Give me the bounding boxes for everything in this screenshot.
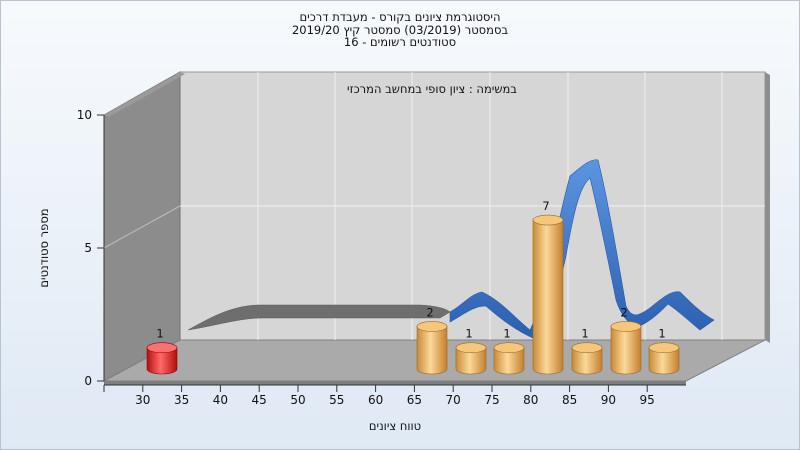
bar	[532, 214, 564, 375]
bar-body	[532, 219, 564, 375]
y-tick-label: 5	[84, 241, 92, 255]
x-tick-label: 45	[252, 393, 267, 407]
frequency-curve-flat	[187, 304, 451, 331]
bar-value-label: 1	[581, 327, 588, 341]
bar-top	[455, 342, 487, 354]
y-tick-label: 0	[84, 374, 92, 388]
x-ticks: 30 35 40 45 50 55 60 65 70 75 80 85 90 95	[103, 385, 655, 407]
bar	[146, 342, 178, 375]
x-tick-label: 70	[446, 393, 461, 407]
x-tick-label: 80	[523, 393, 538, 407]
bars	[146, 214, 680, 375]
bar-value-label: 1	[503, 327, 510, 341]
x-tick-label: 55	[329, 393, 344, 407]
x-tick-label: 30	[135, 393, 150, 407]
x-tick-label: 40	[213, 393, 228, 407]
bar-body	[416, 326, 448, 375]
bar-top	[648, 342, 680, 354]
x-tick-label: 85	[562, 393, 577, 407]
x-tick-label: 90	[601, 393, 616, 407]
bar-top	[610, 321, 642, 332]
bar-body	[493, 347, 525, 375]
bar-value-label: 1	[658, 327, 665, 341]
gridline-side	[103, 205, 181, 249]
bar	[416, 321, 448, 375]
y-ticks: 0 5 10	[77, 108, 104, 388]
bar-top	[146, 342, 178, 354]
bar-top	[571, 342, 603, 354]
title-line-2: בסמסטר (03/2019) סמסטר קיץ 2019/20	[291, 22, 509, 37]
x-tick-label: 65	[407, 393, 422, 407]
bar-value-label: 1	[465, 327, 472, 341]
x-tick-label: 50	[290, 393, 305, 407]
bar	[610, 321, 642, 375]
x-tick-label: 35	[174, 393, 189, 407]
chart-title: היסטוגרמת ציונים בקורס - מעבדת דרכים בסמ…	[0, 11, 800, 49]
floor-front-edge	[104, 381, 686, 385]
y-tick-label: 10	[77, 108, 92, 122]
back-wall-right-edge	[765, 72, 770, 343]
title-line-3: סטודנטים רשומים - 16	[343, 35, 457, 49]
bar-body	[648, 347, 680, 375]
bar	[648, 342, 680, 375]
side-wall-top-edge	[104, 72, 185, 117]
bar-body	[571, 347, 603, 375]
x-axis-label: טווח ציונים	[369, 419, 421, 433]
bar-value-label: 7	[542, 199, 549, 213]
bar	[571, 342, 603, 375]
chart-subtitle: במשימה : ציון סופי במחשב המרכזי	[347, 82, 517, 96]
bar-top	[416, 321, 448, 332]
grid-lines	[103, 72, 765, 340]
bar-value-label: 2	[426, 305, 433, 319]
bar-value-label: 2	[620, 305, 627, 319]
bar-body	[146, 347, 178, 375]
title-line-1: היסטוגרמת ציונים בקורס - מעבדת דרכים	[299, 10, 501, 24]
bar	[455, 342, 487, 375]
bar-top	[493, 342, 525, 354]
x-tick-label: 75	[484, 393, 499, 407]
bar	[493, 342, 525, 375]
y-axis-label: מספר סטודנטים	[37, 208, 51, 287]
bar-labels: 1 2 1 1 7 1 2 1	[156, 199, 665, 341]
bar-value-label: 1	[156, 327, 163, 341]
bar-body	[455, 347, 487, 375]
x-tick-label: 95	[640, 393, 655, 407]
bar-body	[610, 326, 642, 375]
bar-top	[532, 214, 564, 226]
x-tick-label: 60	[368, 393, 383, 407]
